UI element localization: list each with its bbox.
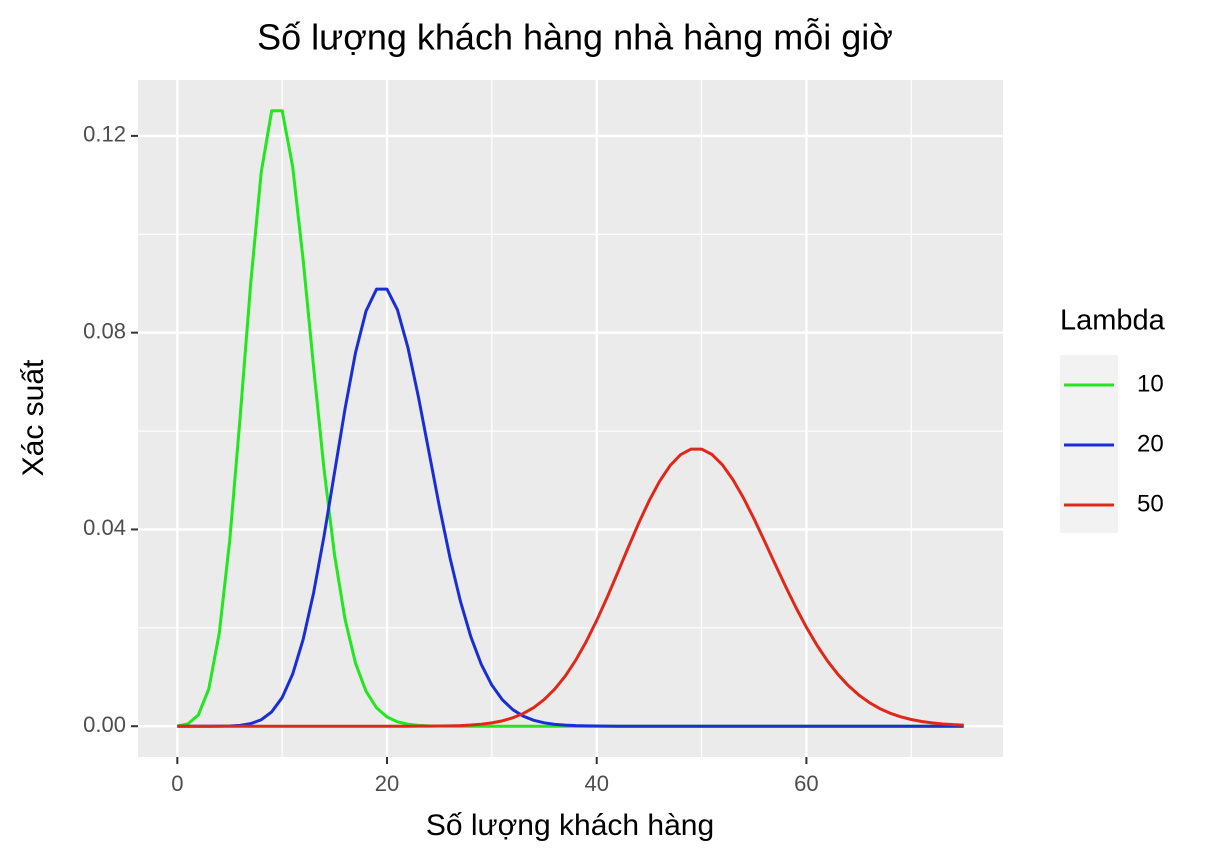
grid: [138, 80, 1003, 757]
legend-label: 10: [1137, 370, 1164, 397]
legend: Lambda 10 20 50: [1060, 305, 1166, 533]
series-line: [177, 447, 964, 728]
y-tick-label: 0.04: [83, 515, 126, 540]
x-tick-label: 0: [171, 771, 183, 796]
lines: [177, 109, 964, 728]
legend-title: Lambda: [1060, 305, 1166, 337]
x-tick-label: 20: [375, 771, 399, 796]
chart-title: Số lượng khách hàng nhà hàng mỗi giờ: [257, 17, 893, 58]
x-tick-label: 40: [584, 771, 608, 796]
y-axis-title: Xác suất: [17, 359, 50, 476]
panel: [138, 80, 1003, 757]
x-axis-title: Số lượng khách hàng: [426, 809, 714, 842]
x-tick-label: 60: [794, 771, 818, 796]
legend-label: 20: [1137, 430, 1164, 457]
y-tick-label: 0.00: [83, 712, 126, 737]
legend-label: 50: [1137, 490, 1164, 517]
series-line: [177, 287, 964, 728]
y-tick-label: 0.12: [83, 122, 126, 147]
y-tick-label: 0.08: [83, 318, 126, 343]
